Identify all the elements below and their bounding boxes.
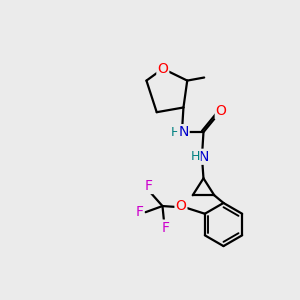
Text: O: O	[176, 199, 186, 213]
Text: F: F	[145, 179, 153, 193]
Text: O: O	[216, 104, 226, 118]
Text: H: H	[170, 126, 180, 139]
Text: N: N	[178, 125, 189, 139]
Text: F: F	[135, 205, 143, 219]
Text: H: H	[190, 150, 200, 163]
Text: F: F	[162, 220, 170, 235]
Text: N: N	[198, 150, 209, 164]
Text: O: O	[158, 62, 168, 76]
